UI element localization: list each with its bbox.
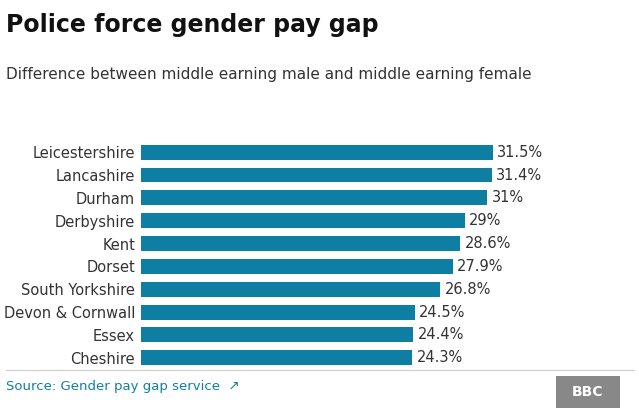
Bar bbox=[141, 145, 493, 160]
Text: Difference between middle earning male and middle earning female: Difference between middle earning male a… bbox=[6, 67, 532, 82]
Text: 24.5%: 24.5% bbox=[419, 305, 465, 320]
Text: BBC: BBC bbox=[572, 385, 604, 399]
Text: 24.4%: 24.4% bbox=[418, 327, 465, 342]
Text: 28.6%: 28.6% bbox=[465, 236, 511, 251]
Bar bbox=[141, 168, 491, 183]
Bar bbox=[141, 327, 413, 342]
Text: Police force gender pay gap: Police force gender pay gap bbox=[6, 13, 379, 36]
Bar bbox=[141, 282, 440, 297]
Bar bbox=[141, 236, 460, 251]
Text: 31%: 31% bbox=[491, 190, 524, 205]
Bar bbox=[141, 213, 465, 228]
Text: 24.3%: 24.3% bbox=[417, 350, 463, 365]
Text: 31.4%: 31.4% bbox=[496, 168, 543, 183]
Text: 27.9%: 27.9% bbox=[457, 259, 504, 274]
Text: 31.5%: 31.5% bbox=[497, 145, 543, 160]
Bar bbox=[141, 191, 487, 205]
Bar bbox=[141, 305, 415, 319]
Text: 29%: 29% bbox=[469, 213, 502, 228]
Text: Source: Gender pay gap service  ↗: Source: Gender pay gap service ↗ bbox=[6, 380, 240, 393]
Text: 26.8%: 26.8% bbox=[445, 282, 491, 297]
Bar bbox=[141, 350, 412, 365]
Bar bbox=[141, 259, 452, 274]
